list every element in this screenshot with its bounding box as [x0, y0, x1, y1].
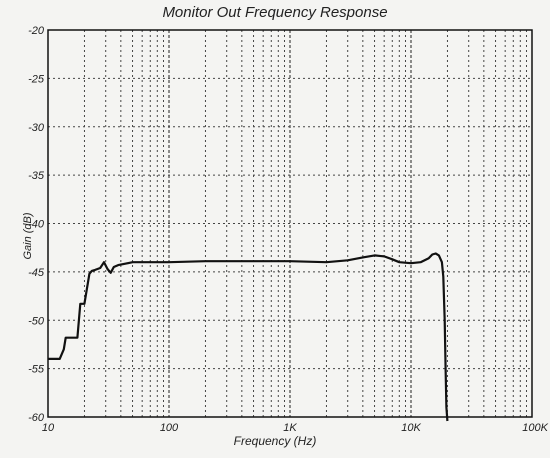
y-tick-label: -45	[28, 267, 45, 279]
y-tick-label: -20	[28, 25, 45, 37]
y-tick-label: -55	[28, 364, 45, 376]
y-tick-label: -30	[28, 122, 45, 134]
x-tick-label: 10K	[401, 422, 421, 434]
x-tick-label: 100K	[522, 422, 548, 434]
response-line	[48, 252, 449, 422]
x-axis-label: Frequency (Hz)	[233, 434, 317, 448]
grid	[48, 30, 532, 417]
y-tick-label: -60	[28, 412, 45, 424]
chart-title: Monitor Out Frequency Response	[162, 4, 388, 21]
plot-frame	[47, 29, 533, 418]
x-tick-label: 10	[42, 422, 55, 434]
y-tick-label: -35	[28, 170, 45, 182]
y-tick-label: -50	[28, 315, 45, 327]
x-tick-label: 100	[160, 422, 179, 434]
y-tick-label: -25	[28, 73, 45, 85]
x-tick-label: 1K	[283, 422, 297, 434]
y-tick-label: -40	[28, 219, 45, 231]
